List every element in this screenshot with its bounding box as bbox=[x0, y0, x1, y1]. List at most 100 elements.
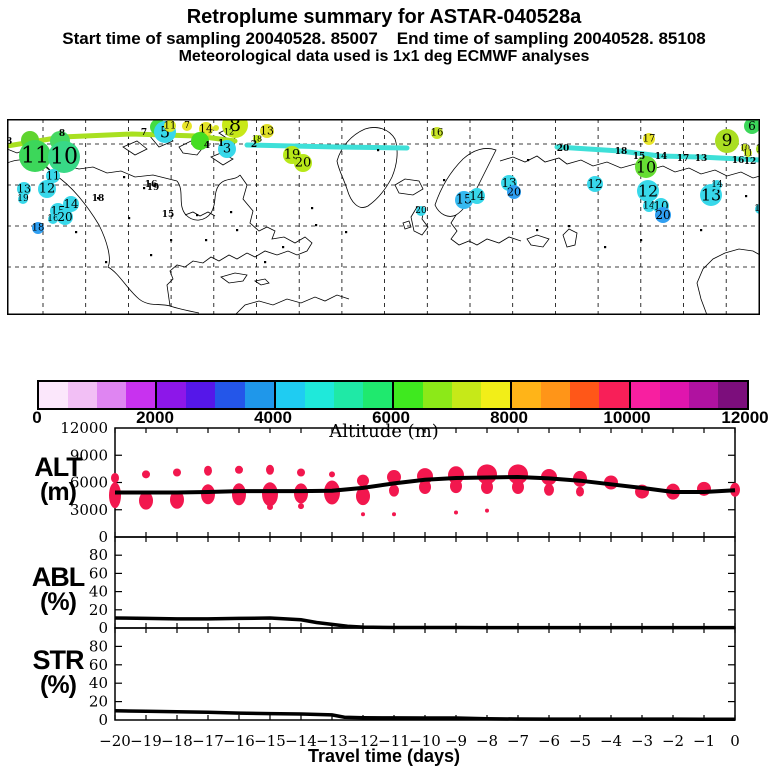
map-marker: 3 bbox=[218, 140, 236, 158]
alt-blob bbox=[235, 465, 243, 474]
panel-mean-lines bbox=[114, 474, 736, 721]
colorbar-tick-label: 6000 bbox=[372, 408, 410, 427]
alt-blob bbox=[485, 508, 489, 513]
map-marker-day-label: 12 bbox=[638, 182, 658, 201]
str-axis-label: STR (%) bbox=[14, 645, 102, 698]
y-tick-label-str: 0 bbox=[98, 711, 108, 729]
particle-dot bbox=[75, 231, 78, 234]
colorbar-segment bbox=[510, 382, 542, 408]
particle-dot bbox=[700, 229, 703, 232]
map-marker-day-label: 11 bbox=[21, 144, 49, 169]
particle-dot bbox=[745, 195, 748, 198]
alt-blob bbox=[170, 490, 184, 509]
coastline bbox=[210, 152, 234, 166]
trajectory-day-label: 7 bbox=[141, 128, 147, 138]
map-marker: 6 bbox=[744, 119, 760, 134]
map-marker: 14 bbox=[469, 188, 485, 204]
map-marker-day-label: 12 bbox=[39, 182, 56, 197]
map-marker-day-label: 19 bbox=[17, 194, 29, 204]
particle-dot bbox=[97, 197, 100, 200]
mean-line-str bbox=[114, 709, 735, 721]
y-tick-label-abl: 80 bbox=[89, 546, 108, 564]
alt-blob bbox=[357, 474, 369, 487]
alt-unit-text: (m) bbox=[40, 478, 77, 506]
map-marker-day-label: 11 bbox=[743, 149, 753, 158]
particle-dot bbox=[568, 225, 571, 228]
altitude-colorbar bbox=[37, 380, 749, 410]
alt-blob bbox=[142, 470, 150, 479]
y-tick-label-abl: 60 bbox=[89, 564, 108, 582]
colorbar-tick-label: 12000 bbox=[721, 408, 768, 427]
abl-unit-text: (%) bbox=[40, 588, 77, 616]
particle-dot bbox=[527, 159, 530, 162]
str-label-text: STR bbox=[32, 645, 85, 675]
trajectory-day-label: 8 bbox=[7, 137, 12, 147]
colorbar-segment bbox=[717, 382, 747, 408]
trajectory-day-label: 18 bbox=[92, 194, 105, 204]
particle-dot bbox=[311, 207, 314, 210]
x-tick-label: −9 bbox=[445, 732, 467, 750]
colorbar-tick-labels: 0 2000 4000 6000 8000 10000 12000 bbox=[0, 408, 768, 427]
alt-blob bbox=[392, 512, 396, 517]
colorbar-segment bbox=[362, 382, 392, 408]
map-marker: 18 bbox=[252, 135, 262, 144]
coastline bbox=[239, 174, 313, 258]
colorbar-segment bbox=[68, 382, 98, 408]
colorbar-segment bbox=[215, 382, 245, 408]
x-tick-label: −17 bbox=[192, 732, 224, 750]
trajectory-day-label: 16 bbox=[732, 156, 745, 166]
alt-blob bbox=[419, 480, 431, 495]
x-tick-label: −7 bbox=[507, 732, 529, 750]
map-marker: 18 bbox=[32, 222, 44, 234]
map-marker-day-label: 11 bbox=[46, 170, 60, 183]
trajectory-day-label: 17 bbox=[677, 154, 690, 164]
map-marker-day-label: 14 bbox=[711, 180, 723, 190]
coastline bbox=[402, 220, 412, 230]
coastline bbox=[394, 178, 424, 196]
particle-dot bbox=[264, 261, 267, 264]
colorbar-segment bbox=[481, 382, 511, 408]
alt-blob bbox=[356, 487, 370, 506]
y-tick-label-alt: 3000 bbox=[70, 501, 108, 519]
y-tick-label-str: 40 bbox=[89, 674, 108, 692]
alt-blob bbox=[329, 471, 335, 478]
map-marker: 17 bbox=[643, 133, 655, 145]
map-marker-day-label: 13 bbox=[260, 125, 274, 138]
coastline bbox=[253, 278, 270, 286]
trajectory-line bbox=[554, 144, 760, 163]
map-trajectory-lines bbox=[7, 131, 760, 163]
particle-dot bbox=[604, 246, 607, 249]
colorbar-tick-label: 10000 bbox=[603, 408, 651, 427]
x-tick-label: −12 bbox=[347, 732, 379, 750]
alt-blob bbox=[204, 465, 212, 476]
colorbar-segment bbox=[452, 382, 482, 408]
x-tick-label: −4 bbox=[600, 732, 622, 750]
x-tick-label: −19 bbox=[130, 732, 162, 750]
map-marker-day-label: 15 bbox=[456, 193, 473, 208]
colorbar-segment bbox=[541, 382, 571, 408]
colorbar-tick-label: 8000 bbox=[490, 408, 528, 427]
map-marker: 20 bbox=[507, 185, 521, 199]
abl-label-text: ABL bbox=[31, 562, 86, 592]
trajectory-line bbox=[7, 131, 238, 149]
sampling-time-subtitle: Start time of sampling 20040528. 85007 E… bbox=[62, 29, 706, 48]
map-marker-day-label: 6 bbox=[748, 119, 756, 133]
trajectory-day-label: 12 bbox=[744, 157, 757, 167]
trajectory-day-label: 19 bbox=[147, 183, 160, 193]
alt-blob bbox=[512, 480, 524, 495]
map-marker-day-label: 3 bbox=[223, 142, 231, 157]
coastline bbox=[526, 234, 550, 248]
map-marker-day-label: 13 bbox=[701, 186, 721, 205]
map-marker: 20 bbox=[655, 207, 671, 223]
map-border bbox=[7, 119, 760, 315]
map-marker-day-label: 12 bbox=[224, 128, 234, 137]
y-tick-label-alt: 0 bbox=[98, 528, 108, 546]
alt-blob bbox=[262, 482, 278, 507]
map-marker: 12 bbox=[38, 180, 56, 198]
x-tick-label: −10 bbox=[409, 732, 441, 750]
coastline bbox=[166, 252, 248, 307]
coastline bbox=[434, 148, 497, 217]
map-marker-day-label: 10 bbox=[756, 144, 760, 155]
map-marker: 14 bbox=[711, 180, 723, 190]
mean-line-alt bbox=[115, 474, 736, 495]
